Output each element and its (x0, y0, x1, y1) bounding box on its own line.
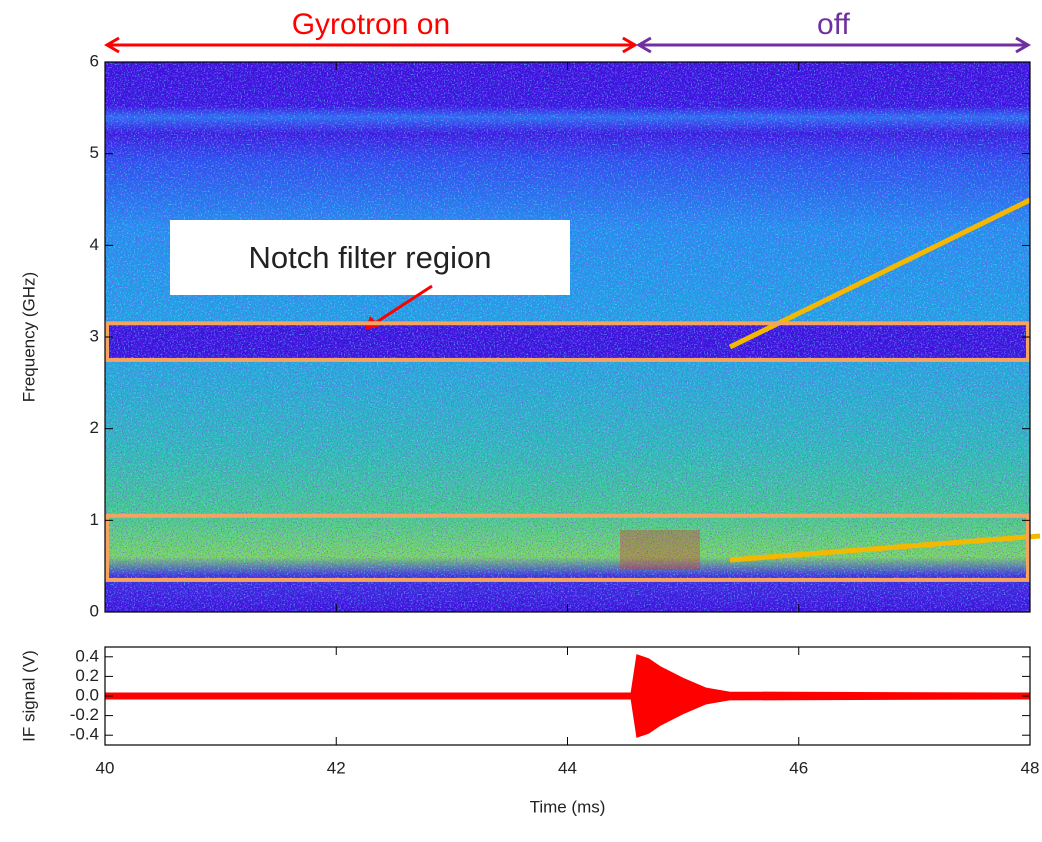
arrowhead (635, 36, 652, 54)
pointer-line (729, 533, 1041, 563)
x-tick-label: 42 (327, 758, 346, 777)
signal-envelope (104, 654, 1031, 738)
notch-label: Notch filter region (249, 240, 492, 275)
y-tick-label: 0.2 (75, 666, 99, 685)
y-axis-label: Frequency (GHz) (19, 272, 38, 402)
arrowhead (622, 36, 638, 54)
arrowhead (104, 36, 120, 54)
y-axis-label: IF signal (V) (19, 650, 38, 742)
highlight-region (105, 513, 1030, 582)
label-box (170, 220, 570, 295)
y-tick-label: 0.4 (75, 646, 99, 665)
y-tick-label: 1 (90, 510, 99, 529)
spectrogram (105, 62, 1030, 612)
y-tick-label: 6 (90, 51, 99, 70)
x-tick-label: 48 (1021, 758, 1040, 777)
y-tick-label: 3 (90, 326, 99, 345)
y-tick-label: 2 (90, 418, 99, 437)
y-tick-label: 0 (90, 601, 99, 620)
arrowhead (1015, 36, 1031, 54)
x-tick-label: 44 (558, 758, 577, 777)
y-tick-label: 5 (90, 143, 99, 162)
x-axis-label: Time (ms) (530, 797, 606, 816)
span-label: off (817, 8, 850, 41)
y-tick-label: -0.2 (70, 705, 99, 724)
x-tick-label: 40 (96, 758, 115, 777)
highlight-region (105, 321, 1030, 362)
y-tick-label: 0.0 (75, 685, 99, 704)
y-tick-label: 4 (90, 235, 99, 254)
x-tick-label: 46 (789, 758, 808, 777)
y-tick-label: -0.4 (70, 725, 99, 744)
notch-arrow (371, 284, 433, 327)
span-label: Gyrotron on (292, 8, 450, 41)
